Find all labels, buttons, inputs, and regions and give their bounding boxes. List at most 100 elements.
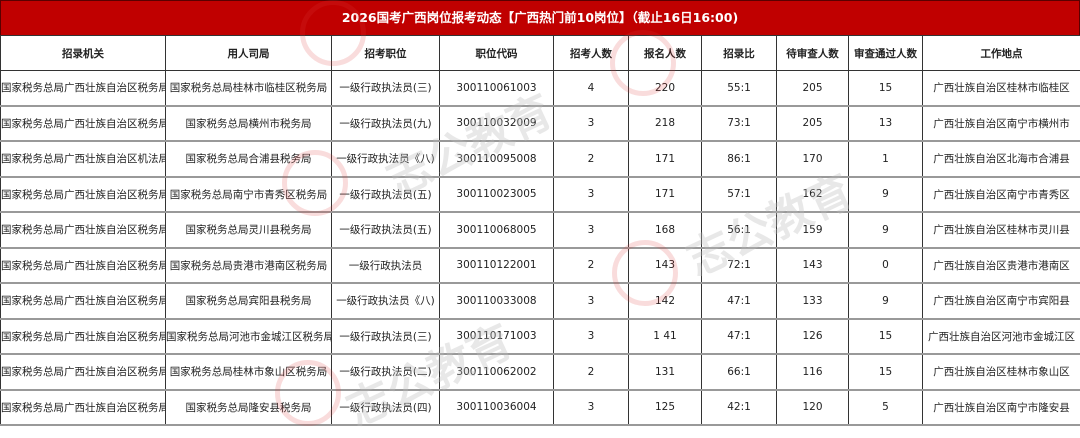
positions-table: 招录机关用人司局招考职位职位代码招考人数报名人数招录比待审查人数审查通过人数工作… bbox=[0, 35, 1080, 426]
table-cell: 2 bbox=[554, 354, 629, 390]
table-cell: 2 bbox=[554, 248, 629, 284]
table-cell: 300110036004 bbox=[440, 390, 554, 426]
table-cell: 国家税务总局合浦县税务局 bbox=[166, 141, 332, 177]
table-cell: 国家税务总局广西壮族自治区税务局 bbox=[1, 248, 166, 284]
table-cell: 73:1 bbox=[702, 106, 777, 142]
table-cell: 一级行政执法员(三) bbox=[332, 71, 440, 106]
table-cell: 4 bbox=[554, 71, 629, 106]
table-cell: 广西壮族自治区南宁市横州市 bbox=[923, 106, 1080, 142]
table-cell: 142 bbox=[629, 283, 702, 319]
table-cell: 国家税务总局灵川县税务局 bbox=[166, 212, 332, 248]
table-cell: 国家税务总局广西壮族自治区税务局 bbox=[1, 390, 166, 426]
table-cell: 广西壮族自治区南宁市宾阳县 bbox=[923, 283, 1080, 319]
column-header: 职位代码 bbox=[440, 36, 554, 71]
table-row: 国家税务总局广西壮族自治区税务局国家税务总局河池市金城江区税务局一级行政执法员(… bbox=[1, 319, 1080, 355]
table-cell: 66:1 bbox=[702, 354, 777, 390]
table-cell: 国家税务总局南宁市青秀区税务局 bbox=[166, 177, 332, 213]
table-cell: 广西壮族自治区贵港市港南区 bbox=[923, 248, 1080, 284]
table-cell: 15 bbox=[849, 319, 923, 355]
column-header: 招考人数 bbox=[554, 36, 629, 71]
table-cell: 一级行政执法员 bbox=[332, 248, 440, 284]
table-cell: 171 bbox=[629, 177, 702, 213]
table-cell: 120 bbox=[777, 390, 849, 426]
table-cell: 国家税务总局隆安县税务局 bbox=[166, 390, 332, 426]
table-row: 国家税务总局广西壮族自治区税务局国家税务总局桂林市象山区税务局一级行政执法员(二… bbox=[1, 354, 1080, 390]
table-cell: 2 bbox=[554, 141, 629, 177]
table-cell: 3 bbox=[554, 177, 629, 213]
table-cell: 3 bbox=[554, 390, 629, 426]
table-cell: 3 bbox=[554, 283, 629, 319]
table-cell: 300110171003 bbox=[440, 319, 554, 355]
table-cell: 一级行政执法员《八) bbox=[332, 283, 440, 319]
table-cell: 133 bbox=[777, 283, 849, 319]
table-cell: 国家税务总局横州市税务局 bbox=[166, 106, 332, 142]
table-cell: 广西壮族自治区桂林市灵川县 bbox=[923, 212, 1080, 248]
column-header: 工作地点 bbox=[923, 36, 1080, 71]
table-cell: 一级行政执法员(五) bbox=[332, 177, 440, 213]
table-cell: 162 bbox=[777, 177, 849, 213]
table-cell: 3 bbox=[554, 212, 629, 248]
table-cell: 一级行政执法员(四) bbox=[332, 390, 440, 426]
table-cell: 300110095008 bbox=[440, 141, 554, 177]
table-cell: 国家税务总局广西壮族自治区税务局 bbox=[1, 177, 166, 213]
table-cell: 47:1 bbox=[702, 283, 777, 319]
table-cell: 广西壮族自治区南宁市青秀区 bbox=[923, 177, 1080, 213]
table-cell: 218 bbox=[629, 106, 702, 142]
table-cell: 15 bbox=[849, 71, 923, 106]
table-cell: 72:1 bbox=[702, 248, 777, 284]
column-header: 报名人数 bbox=[629, 36, 702, 71]
table-cell: 300110122001 bbox=[440, 248, 554, 284]
table-cell: 国家税务总局广西壮族自治区税务局 bbox=[1, 283, 166, 319]
table-title: 2026国考广西岗位报考动态【广西热门前10岗位】（截止16日16:00) bbox=[0, 0, 1080, 36]
table-cell: 一级行政执法员(二) bbox=[332, 354, 440, 390]
table-cell: 9 bbox=[849, 177, 923, 213]
column-header: 用人司局 bbox=[166, 36, 332, 71]
table-cell: 1 bbox=[849, 141, 923, 177]
table-row: 国家税务总局广西壮族自治区税务局国家税务总局南宁市青秀区税务局一级行政执法员(五… bbox=[1, 177, 1080, 213]
table-cell: 9 bbox=[849, 212, 923, 248]
column-header: 招考职位 bbox=[332, 36, 440, 71]
table-cell: 13 bbox=[849, 106, 923, 142]
table-cell: 205 bbox=[777, 71, 849, 106]
column-header: 待审查人数 bbox=[777, 36, 849, 71]
table-cell: 47:1 bbox=[702, 319, 777, 355]
table-cell: 国家税务总局桂林市临桂区税务局 bbox=[166, 71, 332, 106]
table-cell: 5 bbox=[849, 390, 923, 426]
table-cell: 1 41 bbox=[629, 319, 702, 355]
table-cell: 广西壮族自治区桂林市象山区 bbox=[923, 354, 1080, 390]
table-cell: 131 bbox=[629, 354, 702, 390]
header-row: 招录机关用人司局招考职位职位代码招考人数报名人数招录比待审查人数审查通过人数工作… bbox=[1, 36, 1080, 71]
table-cell: 125 bbox=[629, 390, 702, 426]
table-cell: 一级行政执法员(五) bbox=[332, 212, 440, 248]
table-cell: 广西壮族自治区河池市金城江区 bbox=[923, 319, 1080, 355]
table-cell: 86:1 bbox=[702, 141, 777, 177]
table-cell: 55:1 bbox=[702, 71, 777, 106]
table-cell: 国家税务总局河池市金城江区税务局 bbox=[166, 319, 332, 355]
column-header: 审查通过人数 bbox=[849, 36, 923, 71]
table-cell: 171 bbox=[629, 141, 702, 177]
table-row: 国家税务总局广西壮族自治区税务局国家税务总局隆安县税务局一级行政执法员(四)30… bbox=[1, 390, 1080, 426]
table-cell: 170 bbox=[777, 141, 849, 177]
table-cell: 57:1 bbox=[702, 177, 777, 213]
table-cell: 3 bbox=[554, 319, 629, 355]
table-cell: 广西壮族自治区北海市合浦县 bbox=[923, 141, 1080, 177]
table-cell: 广西壮族自治区桂林市临桂区 bbox=[923, 71, 1080, 106]
table-row: 国家税务总局广西壮族自治区税务局国家税务总局桂林市临桂区税务局一级行政执法员(三… bbox=[1, 71, 1080, 106]
table-cell: 300110068005 bbox=[440, 212, 554, 248]
column-header: 招录机关 bbox=[1, 36, 166, 71]
table-cell: 一级行政执法员(三) bbox=[332, 319, 440, 355]
table-row: 国家税务总局广西壮族自治区税务局国家税务总局灵川县税务局一级行政执法员(五)30… bbox=[1, 212, 1080, 248]
table-cell: 国家税务总局广西壮族自治区税务局 bbox=[1, 212, 166, 248]
table-cell: 126 bbox=[777, 319, 849, 355]
table-cell: 143 bbox=[629, 248, 702, 284]
table-cell: 国家税务总局广西壮族自治区税务局 bbox=[1, 319, 166, 355]
table-cell: 168 bbox=[629, 212, 702, 248]
table-cell: 国家税务总局广西壮族自治区税务局 bbox=[1, 71, 166, 106]
table-cell: 国家税务总局桂林市象山区税务局 bbox=[166, 354, 332, 390]
table-row: 国家税务总局广西壮族自治区税务局国家税务总局宾阳县税务局一级行政执法员《八)30… bbox=[1, 283, 1080, 319]
table-cell: 300110061003 bbox=[440, 71, 554, 106]
table-cell: 300110062002 bbox=[440, 354, 554, 390]
table-cell: 一级行政执法员《八) bbox=[332, 141, 440, 177]
table-cell: 220 bbox=[629, 71, 702, 106]
